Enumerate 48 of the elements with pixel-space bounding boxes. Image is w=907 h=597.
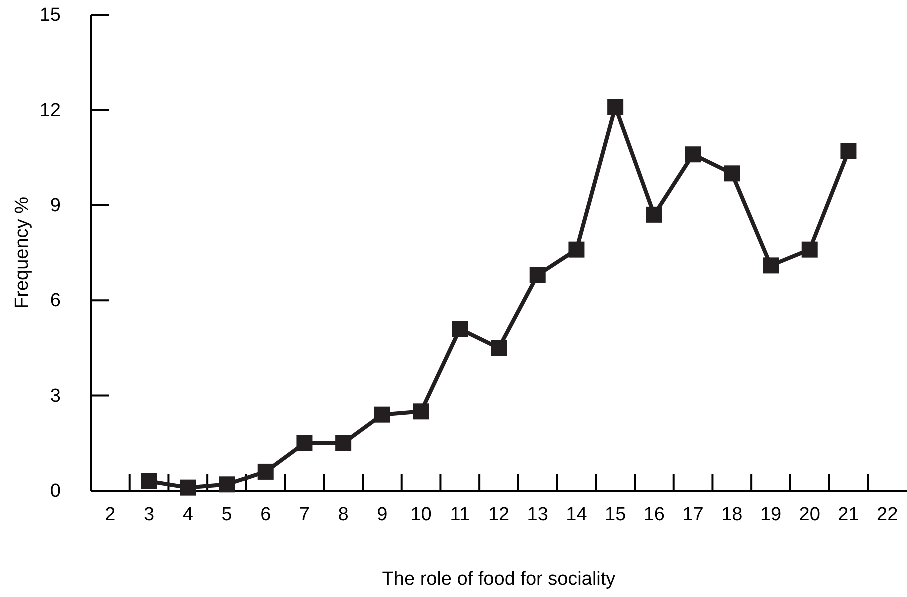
y-tick-label: 0 [50,481,61,502]
point [568,242,585,258]
x-tick-label: 13 [527,504,548,526]
point [141,473,158,490]
x-tick-label: 12 [488,504,510,526]
y-axis-title: Frequency % [12,196,33,309]
point [180,480,196,496]
x-tick-label: 3 [144,504,155,526]
x-tick-label: 17 [682,504,704,526]
point [219,476,235,493]
point [452,321,468,338]
x-tick-label: 18 [722,504,743,526]
point [840,143,857,160]
x-tick-label: 15 [605,504,626,526]
y-tick-label: 12 [40,100,61,122]
x-tick-label: 22 [877,504,898,526]
y-tick-label: 3 [50,386,61,407]
x-tick-label: 20 [799,504,820,526]
x-axis-title: The role of food for sociality [382,569,616,590]
point [296,435,313,452]
x-tick-label: 10 [410,504,432,526]
x-tick-label: 8 [338,504,349,526]
point [802,242,818,258]
x-tick-label: 19 [760,504,782,526]
x-tick-label: 11 [450,504,470,526]
point [763,258,779,274]
point [374,406,390,423]
x-tick-label: 21 [838,504,860,526]
point [724,166,740,182]
x-tick-label: 4 [182,504,194,526]
y-tick-label: 9 [50,195,61,216]
x-tick-label: 16 [644,504,665,526]
y-tick-label: 15 [40,5,61,26]
y-tick-label: 6 [50,290,61,312]
x-tick-label: 7 [299,504,310,526]
point [646,206,662,223]
point [258,464,274,480]
point [530,267,546,284]
x-tick-label: 6 [260,504,272,526]
x-tick-label: 2 [105,504,116,526]
x-tick-label: 5 [222,504,232,526]
x-tick-label: 9 [377,504,388,526]
point [413,404,430,420]
point [491,340,507,356]
point [608,99,624,116]
point [336,435,352,452]
point [685,146,702,163]
x-tick-label: 14 [566,504,588,526]
